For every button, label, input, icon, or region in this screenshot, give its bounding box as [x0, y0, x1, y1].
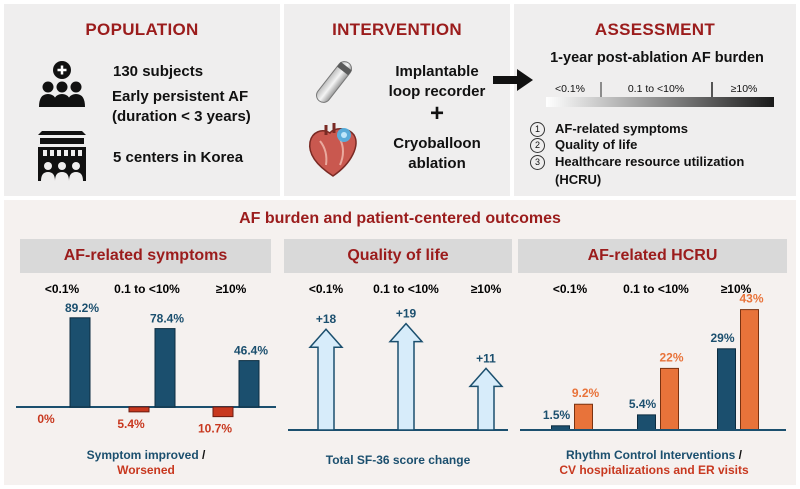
score-value-label: +11 — [476, 351, 496, 365]
symptoms-chart: <0.1% 0.1 to <10% ≥10% 89.2% 0% 78.4% 5.4% 46.4… — [16, 282, 276, 436]
outcomes-panel: AF burden and patient-centered outcomes … — [4, 200, 796, 485]
cv-hospitalization-value-label: 9.2% — [572, 386, 600, 400]
outcome-label: AF-related symptoms — [555, 121, 688, 136]
caption-worsened: Worsened — [117, 463, 175, 477]
improved-value-label: 89.2% — [65, 301, 99, 315]
bin-label: <0.1% — [554, 83, 586, 95]
cryo-line2: ablation — [408, 155, 466, 172]
hospital-building-icon — [38, 131, 86, 181]
outcome-label-cont: (HCRU) — [555, 172, 602, 187]
category-label: <0.1% — [45, 282, 80, 296]
category-label: <0.1% — [309, 282, 344, 296]
worsened-bar — [128, 406, 150, 413]
caption-improved: Symptom improved — [86, 448, 199, 462]
qol-header: Quality of life — [284, 239, 512, 273]
caption-separator: / — [735, 448, 742, 462]
af-type-text: Early persistent AF — [112, 88, 249, 105]
score-value-label: +18 — [316, 312, 337, 326]
hcru-header: AF-related HCRU — [518, 239, 787, 273]
population-title: POPULATION — [85, 20, 199, 39]
improved-value-label: 46.4% — [234, 344, 268, 358]
subjects-text: 130 subjects — [113, 63, 204, 80]
improved-bar — [154, 328, 176, 408]
outcome-number: 2 — [530, 138, 545, 154]
category-label: 0.1 to <10% — [373, 282, 439, 296]
category-label: <0.1% — [553, 282, 588, 296]
outcome-item: 2 Quality of life — [530, 137, 638, 154]
bin-divider — [711, 82, 713, 97]
hcru-caption: Rhythm Control Interventions / CV hospit… — [520, 448, 788, 478]
worsened-value-label: 0% — [37, 412, 55, 426]
category-label: ≥10% — [721, 282, 752, 296]
af-duration-text: (duration < 3 years) — [112, 108, 251, 125]
right-arrow-icon — [493, 69, 533, 91]
qol-chart: <0.1% 0.1 to <10% ≥10% +18 +19 +11 — [288, 282, 508, 431]
centers-text: 5 centers in Korea — [113, 149, 244, 166]
hcru-chart: <0.1% 0.1 to <10% ≥10% 1.5%9.2% 5.4% 22% 29% 43… — [520, 282, 786, 431]
cv-hospitalization-bar — [660, 367, 679, 431]
qol-caption: Total SF-36 score change — [325, 453, 471, 467]
score-value-label: +19 — [396, 307, 417, 321]
ilr-line1: Implantable — [395, 63, 479, 80]
cryo-line1: Cryoballoon — [393, 135, 481, 152]
score-arrow — [468, 367, 504, 431]
bin-label: ≥10% — [730, 83, 758, 95]
symptoms-caption: Symptom improved / Worsened — [16, 448, 276, 478]
caption-cv: CV hospitalizations and ER visits — [559, 463, 749, 477]
rhythm-control-value-label: 1.5% — [543, 408, 571, 422]
outcome-label: Healthcare resource utilization — [555, 154, 745, 169]
improved-bar — [238, 360, 260, 408]
assessment-panel: ASSESSMENT 1-year post-ablation AF burde… — [514, 4, 796, 196]
category-label: 0.1 to <10% — [623, 282, 689, 296]
rhythm-control-bar — [717, 348, 736, 431]
cv-hospitalization-bar — [574, 403, 593, 431]
cv-hospitalization-value-label: 43% — [739, 292, 763, 306]
cv-hospitalization-bar — [740, 309, 759, 431]
plus-sign: + — [429, 100, 444, 127]
rhythm-control-value-label: 5.4% — [629, 397, 657, 411]
ilr-line2: loop recorder — [388, 83, 486, 100]
outcome-label: Quality of life — [555, 137, 638, 152]
symptoms-header: AF-related symptoms — [20, 239, 271, 273]
heart-balloon-icon — [308, 123, 357, 177]
category-label: 0.1 to <10% — [114, 282, 180, 296]
score-arrow — [388, 322, 424, 431]
improved-value-label: 78.4% — [150, 312, 184, 326]
intervention-title: INTERVENTION — [332, 20, 462, 39]
outcome-number: 1 — [530, 122, 545, 138]
worsened-bar — [212, 406, 234, 418]
outcome-item: 3 Healthcare resource utilization — [530, 154, 745, 171]
bin-label: 0.1 to <10% — [627, 83, 685, 95]
outcome-number: 3 — [530, 155, 545, 171]
intervention-panel: INTERVENTION Implantable loop recorder +… — [284, 4, 510, 196]
population-panel: POPULATION 130 subjects Early persistent… — [4, 4, 280, 196]
worsened-value-label: 10.7% — [198, 422, 232, 436]
loop-recorder-icon — [316, 61, 352, 103]
assessment-title: ASSESSMENT — [594, 20, 716, 39]
burden-title: 1-year post-ablation AF burden — [550, 50, 764, 66]
improved-bar — [69, 317, 91, 408]
rhythm-control-bar — [637, 414, 656, 431]
caption-separator: / — [198, 448, 206, 462]
caption-rhythm: Rhythm Control Interventions — [565, 448, 736, 462]
category-label: ≥10% — [216, 282, 247, 296]
cv-hospitalization-value-label: 22% — [659, 350, 683, 364]
outcome-item: 1 AF-related symptoms — [530, 121, 688, 138]
bin-divider — [600, 82, 602, 97]
category-label: ≥10% — [471, 282, 502, 296]
outcomes-title: AF burden and patient-centered outcomes — [239, 210, 561, 227]
score-arrow — [308, 328, 344, 431]
people-plus-icon — [39, 61, 85, 107]
rhythm-control-value-label: 29% — [710, 331, 734, 345]
burden-gradient-bar — [546, 97, 774, 107]
worsened-value-label: 5.4% — [117, 417, 145, 431]
